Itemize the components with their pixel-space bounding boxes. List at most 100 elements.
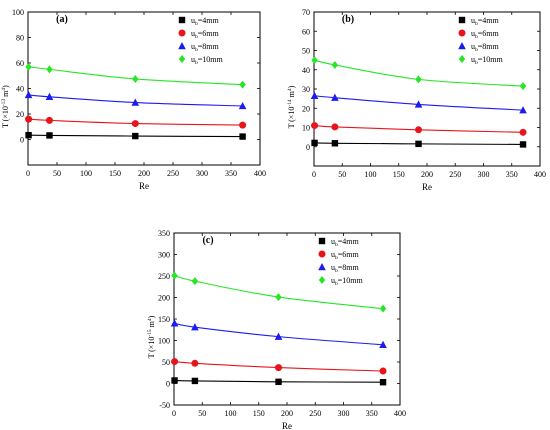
- x-tick-label: 400: [394, 409, 406, 418]
- legend-value: =4mm: [338, 237, 360, 246]
- legend-symbol: u: [471, 42, 475, 51]
- data-point-8mm: [238, 101, 247, 110]
- y-axis-label-part: m: [287, 90, 296, 99]
- data-point-4mm: [46, 132, 53, 139]
- x-tick-label: 350: [225, 169, 237, 178]
- legend-label-6mm: ub=6mm: [191, 29, 219, 40]
- legend-symbol: u: [191, 55, 195, 64]
- x-tick-label: 250: [449, 170, 461, 179]
- y-tick-label: 0: [306, 143, 310, 152]
- data-point-10mm: [171, 271, 178, 280]
- y-axis-label: T (×10-13 m4): [1, 85, 10, 128]
- series-line-10mm: [28, 66, 243, 86]
- legend-subscript: b: [475, 21, 478, 27]
- x-tick-label: 350: [506, 170, 518, 179]
- y-axis-label-part: 4: [287, 88, 293, 91]
- x-tick-label: 300: [478, 170, 490, 179]
- legend-value: =8mm: [338, 263, 360, 272]
- x-tick-label: 0: [312, 170, 316, 179]
- y-tick-label: 20: [16, 110, 24, 119]
- legend-marker-4mm: [178, 16, 186, 24]
- legend-value: =10mm: [338, 276, 364, 285]
- data-point-8mm: [274, 332, 283, 340]
- plot-frame: [173, 232, 401, 406]
- y-tick-label: 40: [302, 66, 310, 75]
- legend-label-4mm: ub=4mm: [191, 16, 219, 27]
- x-tick-label: 350: [366, 409, 378, 418]
- data-point-4mm: [239, 133, 246, 140]
- legend-subscript: b: [195, 47, 198, 53]
- legend-marker-4mm: [458, 16, 466, 24]
- y-tick-label: 10: [302, 124, 310, 133]
- x-tick-label: 0: [26, 169, 30, 178]
- chart-panel-3: 0 50 100 150 200 250 300 350 400-500501001502002…: [147, 229, 406, 430]
- x-tick-label: 0: [172, 409, 176, 418]
- legend-symbol: u: [471, 16, 475, 25]
- x-tick-label: 100: [80, 169, 92, 178]
- series-line-4mm: [28, 134, 243, 138]
- data-point-4mm: [191, 377, 199, 385]
- legend-symbol: u: [191, 42, 195, 51]
- x-tick-label: 150: [393, 170, 405, 179]
- data-point-6mm: [25, 115, 33, 123]
- data-point-4mm: [311, 139, 318, 147]
- series-line-10mm: [314, 59, 524, 87]
- data-point-10mm: [191, 277, 199, 286]
- y-axis-label-part: 4: [1, 88, 7, 91]
- series-line-10mm: [174, 275, 384, 310]
- data-point-4mm: [275, 378, 282, 385]
- series-line-8mm: [174, 322, 384, 346]
- x-axis-label: Re: [282, 421, 292, 430]
- y-tick-label: 40: [16, 85, 24, 94]
- y-axis-label-part: T (×10: [147, 337, 156, 359]
- x-tick-label: 300: [338, 409, 350, 418]
- y-axis-label-part: -15: [147, 329, 153, 337]
- legend-marker-8mm: [318, 263, 326, 271]
- data-point-6mm: [379, 367, 387, 375]
- legend-label-6mm: ub=6mm: [471, 29, 499, 40]
- legend-symbol: u: [331, 276, 335, 285]
- data-point-8mm: [191, 323, 199, 331]
- x-tick-label: 250: [309, 409, 321, 418]
- data-point-4mm: [519, 141, 527, 148]
- series-line-4mm: [174, 379, 384, 383]
- data-point-8mm: [379, 340, 387, 348]
- series-line-4mm: [314, 142, 524, 145]
- y-tick-label: 0: [166, 380, 170, 389]
- legend-marker-6mm: [318, 250, 326, 258]
- x-tick-label: 250: [167, 169, 179, 178]
- x-tick-label: 50: [338, 170, 346, 179]
- data-point-10mm: [275, 293, 282, 302]
- data-point-10mm: [25, 62, 32, 71]
- legend-label-6mm: ub=6mm: [331, 250, 359, 261]
- legend-symbol: u: [331, 263, 335, 272]
- data-point-6mm: [311, 122, 319, 130]
- y-axis-label-part: ): [147, 315, 156, 318]
- y-tick-label: 60: [16, 59, 24, 68]
- data-point-6mm: [191, 359, 199, 367]
- data-point-6mm: [415, 126, 423, 134]
- legend-label-10mm: ub=10mm: [471, 55, 503, 66]
- legend-marker-8mm: [458, 42, 466, 50]
- y-axis-label-part: m: [147, 320, 156, 329]
- y-tick-label: 300: [158, 251, 170, 260]
- legend-marker-4mm: [318, 237, 326, 245]
- legend-label-8mm: ub=8mm: [331, 263, 359, 274]
- data-point-8mm: [45, 92, 54, 100]
- data-point-6mm: [275, 364, 283, 372]
- series-line-8mm: [314, 95, 524, 111]
- legend-value: =6mm: [478, 29, 500, 38]
- y-tick-label: 100: [158, 337, 170, 346]
- data-point-10mm: [311, 56, 318, 65]
- legend-subscript: b: [475, 60, 478, 66]
- y-tick-label: 250: [158, 272, 170, 281]
- x-axis-label: Re: [139, 181, 149, 191]
- legend-marker-10mm: [318, 276, 326, 284]
- data-point-4mm: [331, 140, 339, 147]
- legend-label-4mm: ub=4mm: [471, 16, 499, 27]
- y-axis-label-part: ): [287, 85, 296, 88]
- data-point-4mm: [171, 377, 178, 384]
- y-tick-label: 350: [158, 229, 170, 238]
- chart-panel-1: 0 50 100 150 200 250 300 350 400 0 20 40 60 80 100 Re T …: [1, 8, 266, 191]
- data-point-6mm: [331, 123, 339, 131]
